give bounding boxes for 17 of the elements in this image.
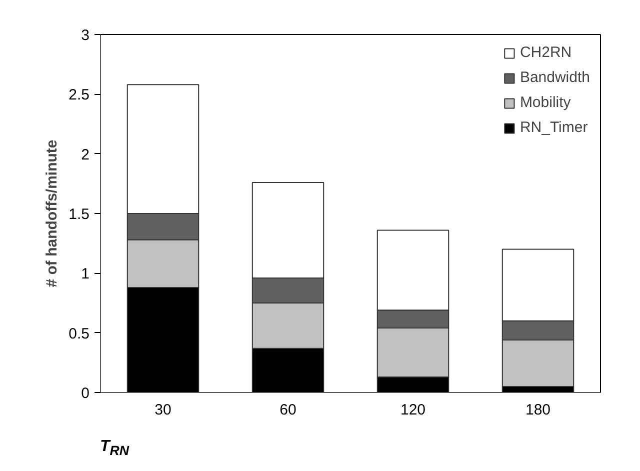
y-tick-label: 0.5	[68, 325, 90, 342]
legend-label: RN_Timer	[520, 119, 588, 136]
y-tick-label: 1	[81, 266, 90, 283]
x-tick-label: 60	[280, 402, 296, 418]
y-tick-label: 3	[81, 27, 90, 44]
legend-label: Mobility	[520, 94, 571, 111]
x-tick-label: 30	[154, 402, 172, 418]
x-tick-label: 120	[400, 402, 426, 418]
x-axis-title: T$_{RN}$	[100, 437, 130, 460]
y-tick-label: 1.5	[68, 206, 90, 223]
legend-label: Bandwidth	[520, 69, 590, 86]
x-tick-label: 180	[525, 402, 551, 418]
y-tick-label: 0	[81, 385, 90, 402]
y-tick-label: 2.5	[68, 86, 90, 104]
legend-label: CH2RN	[520, 44, 572, 61]
y-axis-title: # of handoffs/minute	[44, 140, 61, 288]
y-tick-label: 2	[81, 146, 90, 164]
